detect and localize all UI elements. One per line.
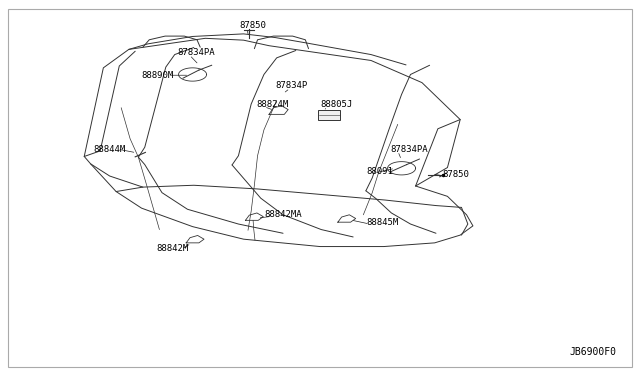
Text: 88824M: 88824M xyxy=(256,100,289,109)
Text: 88890M: 88890M xyxy=(141,71,173,80)
Text: 88805J: 88805J xyxy=(320,100,352,109)
Text: 87834PA: 87834PA xyxy=(177,48,214,57)
Text: 87850: 87850 xyxy=(442,170,469,179)
Text: 87850: 87850 xyxy=(239,21,266,30)
Text: 88091: 88091 xyxy=(366,167,393,176)
Text: JB6900F0: JB6900F0 xyxy=(570,347,616,357)
Text: 88842M: 88842M xyxy=(156,244,188,253)
Text: 88844M: 88844M xyxy=(94,145,126,154)
Text: 88845M: 88845M xyxy=(366,218,398,227)
FancyBboxPatch shape xyxy=(318,110,340,120)
Text: 87834PA: 87834PA xyxy=(390,145,428,154)
Text: 88842MA: 88842MA xyxy=(264,210,301,219)
Text: 87834P: 87834P xyxy=(275,81,307,90)
